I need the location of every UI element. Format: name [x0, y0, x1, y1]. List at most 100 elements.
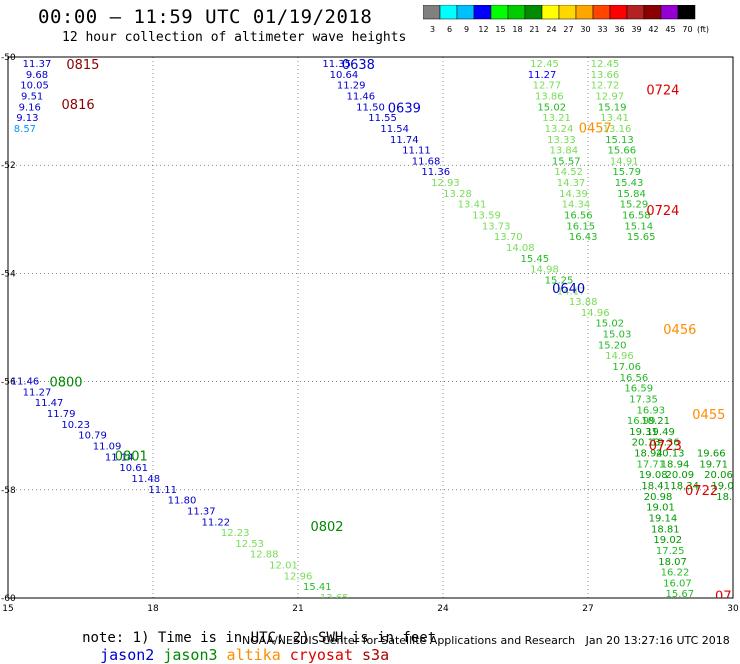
swh-value-point: 11.46 [347, 91, 376, 102]
swh-value-point: 13.41 [458, 200, 487, 211]
swh-value-point: 19.08 [639, 470, 668, 481]
swh-value-point: 18.34 [670, 481, 699, 492]
swh-value-point: 14.37 [557, 178, 586, 189]
swh-value-point: 15.67 [666, 589, 695, 600]
x-tick-label: 27 [582, 604, 593, 614]
swh-value-point: 20.98 [644, 492, 673, 503]
swh-value-point: 10.64 [330, 70, 359, 81]
swh-value-point: 13.65 [320, 593, 349, 604]
swh-value-point: 15.45 [521, 254, 550, 265]
swh-value-point: 14.34 [562, 200, 591, 211]
colorbar-label: 15 [495, 25, 505, 34]
colorbar-label: 70 [682, 25, 692, 34]
swh-value-point: 19.01 [646, 503, 675, 514]
swh-value-point: 14.52 [554, 167, 583, 178]
swh-value-point: 18.94 [634, 449, 663, 460]
swh-value-point: 15.84 [617, 189, 646, 200]
swh-value-point: 13.70 [494, 232, 523, 243]
swh-value-point: 18.94 [661, 459, 690, 470]
legend-item-s3a: s3a [353, 646, 390, 664]
swh-value-point: 8.57 [14, 124, 36, 135]
pass-time-label: 0640 [552, 282, 585, 297]
swh-value-point: 12.96 [284, 571, 313, 582]
swh-value-point: 15.02 [537, 102, 566, 113]
legend-item-jason2: jason2 [82, 646, 155, 664]
x-tick-label: 30 [727, 604, 739, 614]
colorbar-label: 18 [512, 25, 522, 34]
swh-value-point: 11.27 [528, 70, 557, 81]
swh-value-point: 13.16 [603, 124, 632, 135]
swh-value-point: 19.36 [651, 438, 680, 449]
swh-value-point: 11.80 [168, 496, 197, 507]
legend-item-jason3: jason3 [154, 646, 218, 664]
swh-value-point: 15.02 [595, 319, 624, 330]
swh-value-point: 11.79 [47, 409, 76, 420]
swh-value-point: 12.97 [595, 91, 624, 102]
pass-time-label: 0723 [649, 439, 682, 454]
swh-value-point: 13.86 [535, 91, 564, 102]
swh-value-point: 13.66 [591, 70, 620, 81]
swh-value-point: 12.45 [591, 59, 620, 70]
swh-value-point: 10.61 [119, 463, 148, 474]
swh-value-point: 11.11 [402, 146, 431, 157]
footer-credit: NOAA/NESDIS Center for Satellite Applica… [242, 634, 730, 647]
pass-time-label: 0801 [115, 450, 148, 465]
swh-value-point: 14.08 [506, 243, 535, 254]
swh-value-point: 18.07 [658, 557, 687, 568]
swh-value-point: 19.71 [699, 459, 728, 470]
swh-value-point: 11.47 [35, 398, 64, 409]
swh-value-point: 13.28 [443, 189, 472, 200]
swh-value-point: 20.06 [704, 470, 733, 481]
colorbar-label: 42 [648, 25, 658, 34]
swh-value-point: 13.41 [600, 113, 629, 124]
pass-time-label: 0638 [342, 58, 375, 73]
swh-value-point: 16.93 [637, 405, 666, 416]
swh-value-point: 14.10 [668, 600, 697, 611]
swh-value-point: 15.14 [624, 221, 653, 232]
pass-time-label: 07 [715, 589, 732, 604]
swh-value-point: 10.23 [61, 420, 90, 431]
swh-value-point: 20.09 [666, 470, 695, 481]
colorbar-label: 27 [563, 25, 573, 34]
swh-value-point: 19.31 [629, 427, 658, 438]
wave-height-plot: 15 18 21 24 27 30-50-52-54-56-58-6011.379.681… [1, 53, 739, 614]
swh-value-point: 17.25 [656, 546, 685, 557]
swh-value-point: 13.73 [482, 221, 511, 232]
swh-value-point: 9.68 [26, 70, 48, 81]
swh-value-point: 18.21 [641, 416, 670, 427]
swh-value-point: 13.24 [545, 124, 574, 135]
color-scale-bar: 3 6 9 12 15 18 21 24 27 30 33 36 39 42 45 70 (ft) [423, 5, 709, 34]
swh-value-point: 12.93 [431, 178, 460, 189]
pass-time-label: 0722 [685, 484, 718, 499]
swh-value-point: 14.39 [559, 189, 588, 200]
swh-value-point: 16.43 [569, 232, 598, 243]
swh-value-point: 12.23 [221, 528, 250, 539]
swh-value-point: 9.13 [16, 113, 38, 124]
swh-value-point: 15.19 [598, 102, 627, 113]
swh-value-point: 12.72 [591, 81, 620, 92]
chart-title: 00:00 — 11:59 UTC 01/19/2018 [38, 6, 373, 28]
pass-time-label: 0815 [66, 58, 99, 73]
swh-value-point: 13.84 [550, 146, 579, 157]
swh-value-point: 15.13 [605, 135, 634, 146]
x-tick-label: 24 [437, 604, 449, 614]
swh-value-point: 13.59 [472, 211, 501, 222]
pass-time-label: 0800 [49, 376, 82, 391]
swh-value-point: 11.11 [148, 485, 177, 496]
legend-note: note: 1) Time is in UTC; 2) SWH is in fe… [82, 630, 437, 646]
swh-value-point: 12.45 [530, 59, 559, 70]
x-tick-label: 15 [2, 604, 13, 614]
swh-value-point: 20.13 [656, 449, 685, 460]
swh-value-point: 11.37 [187, 506, 216, 517]
colorbar-label: 6 [447, 25, 452, 34]
pass-time-label: 0457 [579, 121, 612, 136]
swh-value-point: 9.51 [21, 91, 43, 102]
swh-value-point: 15.65 [627, 232, 656, 243]
colorbar-label: 3 [430, 25, 435, 34]
swh-value-point: 11.54 [380, 124, 409, 135]
swh-value-point: 14.98 [530, 265, 559, 276]
swh-value-point: 11.22 [202, 517, 231, 528]
plot-frame [7, 56, 734, 599]
colorbar-label: 9 [464, 25, 469, 34]
swh-value-point: 18.41 [641, 481, 670, 492]
